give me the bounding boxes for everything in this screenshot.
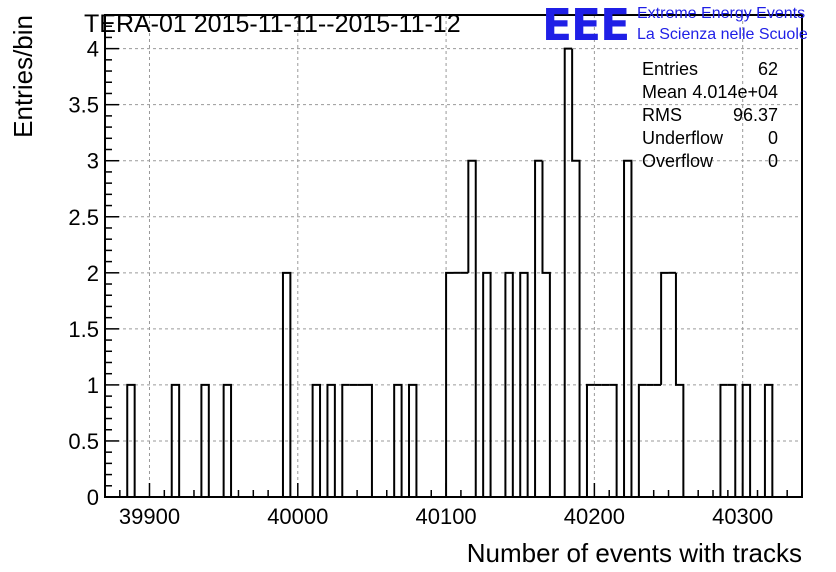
y-tick-label: 1.5 (68, 317, 99, 342)
grid-lines (105, 15, 802, 497)
histogram-bin (326, 383, 336, 497)
histogram-bin (222, 383, 233, 497)
histogram-bin (563, 47, 573, 497)
stat-value: 96.37 (732, 105, 778, 125)
y-tick-label: 2.5 (68, 205, 99, 230)
x-axis-label: Number of events with tracks (467, 538, 802, 568)
logo-caption: Extreme Energy Events La Scienza nelle S… (637, 3, 808, 45)
stat-mean: Mean 4.014e+04 (640, 81, 782, 104)
logo-caption-line1: Extreme Energy Events (637, 5, 806, 22)
histogram-bin (364, 383, 373, 497)
histogram-bin (727, 383, 737, 497)
histogram-bin (741, 383, 752, 497)
histogram-bin (541, 160, 551, 497)
stats-box: Entries 62 Mean 4.014e+04 RMS 96.37 Unde… (640, 58, 782, 173)
logo-caption-line2: La Scienza nelle Scuole (637, 26, 808, 43)
histogram-bin (393, 383, 403, 497)
histogram-bin (504, 271, 514, 497)
stat-label: Overflow (642, 151, 714, 171)
histogram-bin (623, 159, 633, 497)
stat-underflow: Underflow 0 (640, 127, 782, 150)
x-tick-label: 40300 (712, 504, 773, 529)
axis-tick-labels: 39900 40000 40100 40200 40300 0 0.5 1 1.5 2 2.5 3 3.… (68, 37, 773, 529)
plot-frame (104, 14, 803, 498)
y-tick-label: 2 (87, 261, 99, 286)
stat-overflow: Overflow 0 (640, 150, 782, 173)
axis-ticks (104, 14, 803, 498)
histogram-bin (637, 383, 647, 497)
histogram-bin (408, 383, 418, 497)
chart-title: TERA-01 2015-11-11--2015-11-12 (84, 10, 461, 38)
stat-label: Entries (642, 59, 699, 79)
histogram-bin (126, 383, 136, 497)
y-tick-label: 3 (87, 149, 99, 174)
stat-label: Underflow (642, 128, 724, 148)
histogram-bin (467, 159, 477, 497)
histogram-bin (170, 383, 181, 497)
stat-label: Mean (642, 82, 688, 102)
histogram-bins (105, 47, 802, 498)
eee-logo: EEE (542, 0, 630, 51)
x-tick-label: 39900 (119, 504, 180, 529)
y-axis-label: Entries/bin (8, 15, 38, 138)
x-tick-label: 40000 (267, 504, 328, 529)
histogram-bin (311, 383, 322, 497)
histogram-bin (445, 271, 454, 497)
y-tick-label: 0.5 (68, 429, 99, 454)
x-tick-label: 40100 (415, 504, 476, 529)
histogram-bin (763, 383, 774, 497)
x-tick-label: 40200 (564, 504, 625, 529)
stat-value: 0 (767, 151, 778, 171)
stat-rms: RMS 96.37 (640, 104, 782, 127)
y-tick-label: 0 (87, 485, 99, 510)
y-tick-label: 3.5 (68, 93, 99, 118)
histogram-bin (585, 383, 595, 497)
histogram-bin (519, 271, 529, 497)
stat-entries: Entries 62 (640, 58, 782, 81)
stat-value: 4.014e+04 (692, 82, 778, 102)
histogram-bin (660, 271, 669, 385)
histogram-bin (534, 159, 543, 497)
y-tick-label: 1 (87, 373, 99, 398)
stat-value: 0 (767, 128, 778, 148)
histogram-bin (609, 383, 618, 497)
stat-value: 62 (757, 59, 778, 79)
histogram-bin (200, 383, 210, 497)
y-tick-label: 4 (87, 37, 99, 62)
histogram-bin (281, 271, 292, 497)
histogram-bin (482, 271, 492, 497)
histogram-bin (341, 383, 350, 497)
stat-label: RMS (642, 105, 682, 125)
histogram-bin (674, 272, 685, 497)
histogram-bin (719, 383, 728, 497)
histogram-bin (571, 48, 581, 497)
